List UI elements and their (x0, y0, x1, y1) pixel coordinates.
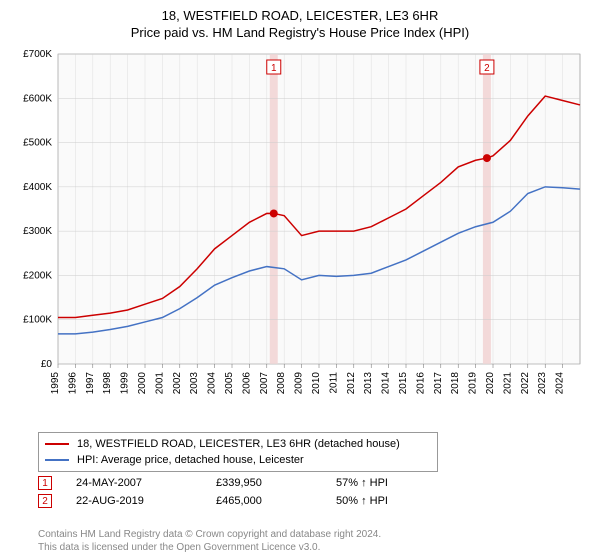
svg-text:2010: 2010 (311, 372, 322, 395)
marker-date: 24-MAY-2007 (76, 477, 216, 489)
svg-text:2011: 2011 (328, 372, 339, 394)
table-row: 2 22-AUG-2019 £465,000 50% ↑ HPI (38, 492, 456, 510)
svg-text:2006: 2006 (241, 372, 252, 395)
footer-line: Contains HM Land Registry data © Crown c… (38, 528, 381, 541)
marker-price: £339,950 (216, 477, 336, 489)
svg-text:2021: 2021 (502, 372, 513, 395)
page-title: 18, WESTFIELD ROAD, LEICESTER, LE3 6HR (0, 8, 600, 23)
svg-text:2016: 2016 (415, 372, 426, 395)
footer-line: This data is licensed under the Open Gov… (38, 541, 381, 554)
price-chart: £0 £100K £200K £300K £400K £500K £600K £700K 199… (10, 46, 590, 426)
svg-text:£500K: £500K (23, 138, 52, 149)
legend-item-hpi: HPI: Average price, detached house, Leic… (45, 452, 431, 468)
marker-date: 22-AUG-2019 (76, 495, 216, 507)
svg-text:2015: 2015 (398, 372, 409, 395)
svg-text:2004: 2004 (207, 372, 218, 395)
svg-text:2009: 2009 (294, 372, 305, 395)
svg-text:2000: 2000 (137, 372, 148, 395)
svg-text:£200K: £200K (23, 270, 52, 281)
svg-text:2018: 2018 (450, 372, 461, 395)
svg-text:1995: 1995 (50, 372, 61, 395)
marker-hpi: 50% ↑ HPI (336, 495, 456, 507)
sale-markers-table: 1 24-MAY-2007 £339,950 57% ↑ HPI 2 22-AU… (38, 474, 456, 510)
svg-text:£100K: £100K (23, 315, 52, 326)
svg-text:2013: 2013 (363, 372, 374, 395)
svg-text:2022: 2022 (520, 372, 531, 395)
svg-text:2019: 2019 (468, 372, 479, 395)
svg-text:2014: 2014 (381, 372, 392, 395)
svg-text:1996: 1996 (67, 372, 78, 395)
marker-price: £465,000 (216, 495, 336, 507)
svg-text:1997: 1997 (85, 372, 96, 395)
svg-text:2023: 2023 (537, 372, 548, 395)
legend-label: 18, WESTFIELD ROAD, LEICESTER, LE3 6HR (… (77, 438, 400, 450)
svg-text:1998: 1998 (102, 372, 113, 395)
svg-text:£700K: £700K (23, 49, 52, 60)
marker-badge: 1 (38, 476, 52, 490)
marker-hpi: 57% ↑ HPI (336, 477, 456, 489)
svg-text:2012: 2012 (346, 372, 357, 395)
svg-text:2003: 2003 (189, 372, 200, 395)
svg-text:£300K: £300K (23, 226, 52, 237)
svg-text:£400K: £400K (23, 182, 52, 193)
svg-text:2017: 2017 (433, 372, 444, 395)
svg-text:£600K: £600K (23, 93, 52, 104)
legend: 18, WESTFIELD ROAD, LEICESTER, LE3 6HR (… (38, 432, 438, 472)
copyright-notice: Contains HM Land Registry data © Crown c… (38, 528, 381, 554)
page-subtitle: Price paid vs. HM Land Registry's House … (0, 25, 600, 40)
svg-text:2007: 2007 (259, 372, 270, 395)
legend-item-property: 18, WESTFIELD ROAD, LEICESTER, LE3 6HR (… (45, 436, 431, 452)
legend-label: HPI: Average price, detached house, Leic… (77, 454, 304, 466)
svg-text:£0: £0 (41, 359, 53, 370)
svg-text:2002: 2002 (172, 372, 183, 395)
svg-text:2: 2 (484, 63, 490, 74)
svg-text:2001: 2001 (154, 372, 165, 395)
table-row: 1 24-MAY-2007 £339,950 57% ↑ HPI (38, 474, 456, 492)
svg-text:1: 1 (271, 63, 277, 74)
marker-badge: 2 (38, 494, 52, 508)
svg-text:2024: 2024 (555, 372, 566, 395)
svg-text:2008: 2008 (276, 372, 287, 395)
svg-text:2020: 2020 (485, 372, 496, 395)
svg-text:1999: 1999 (120, 372, 131, 395)
svg-text:2005: 2005 (224, 372, 235, 395)
